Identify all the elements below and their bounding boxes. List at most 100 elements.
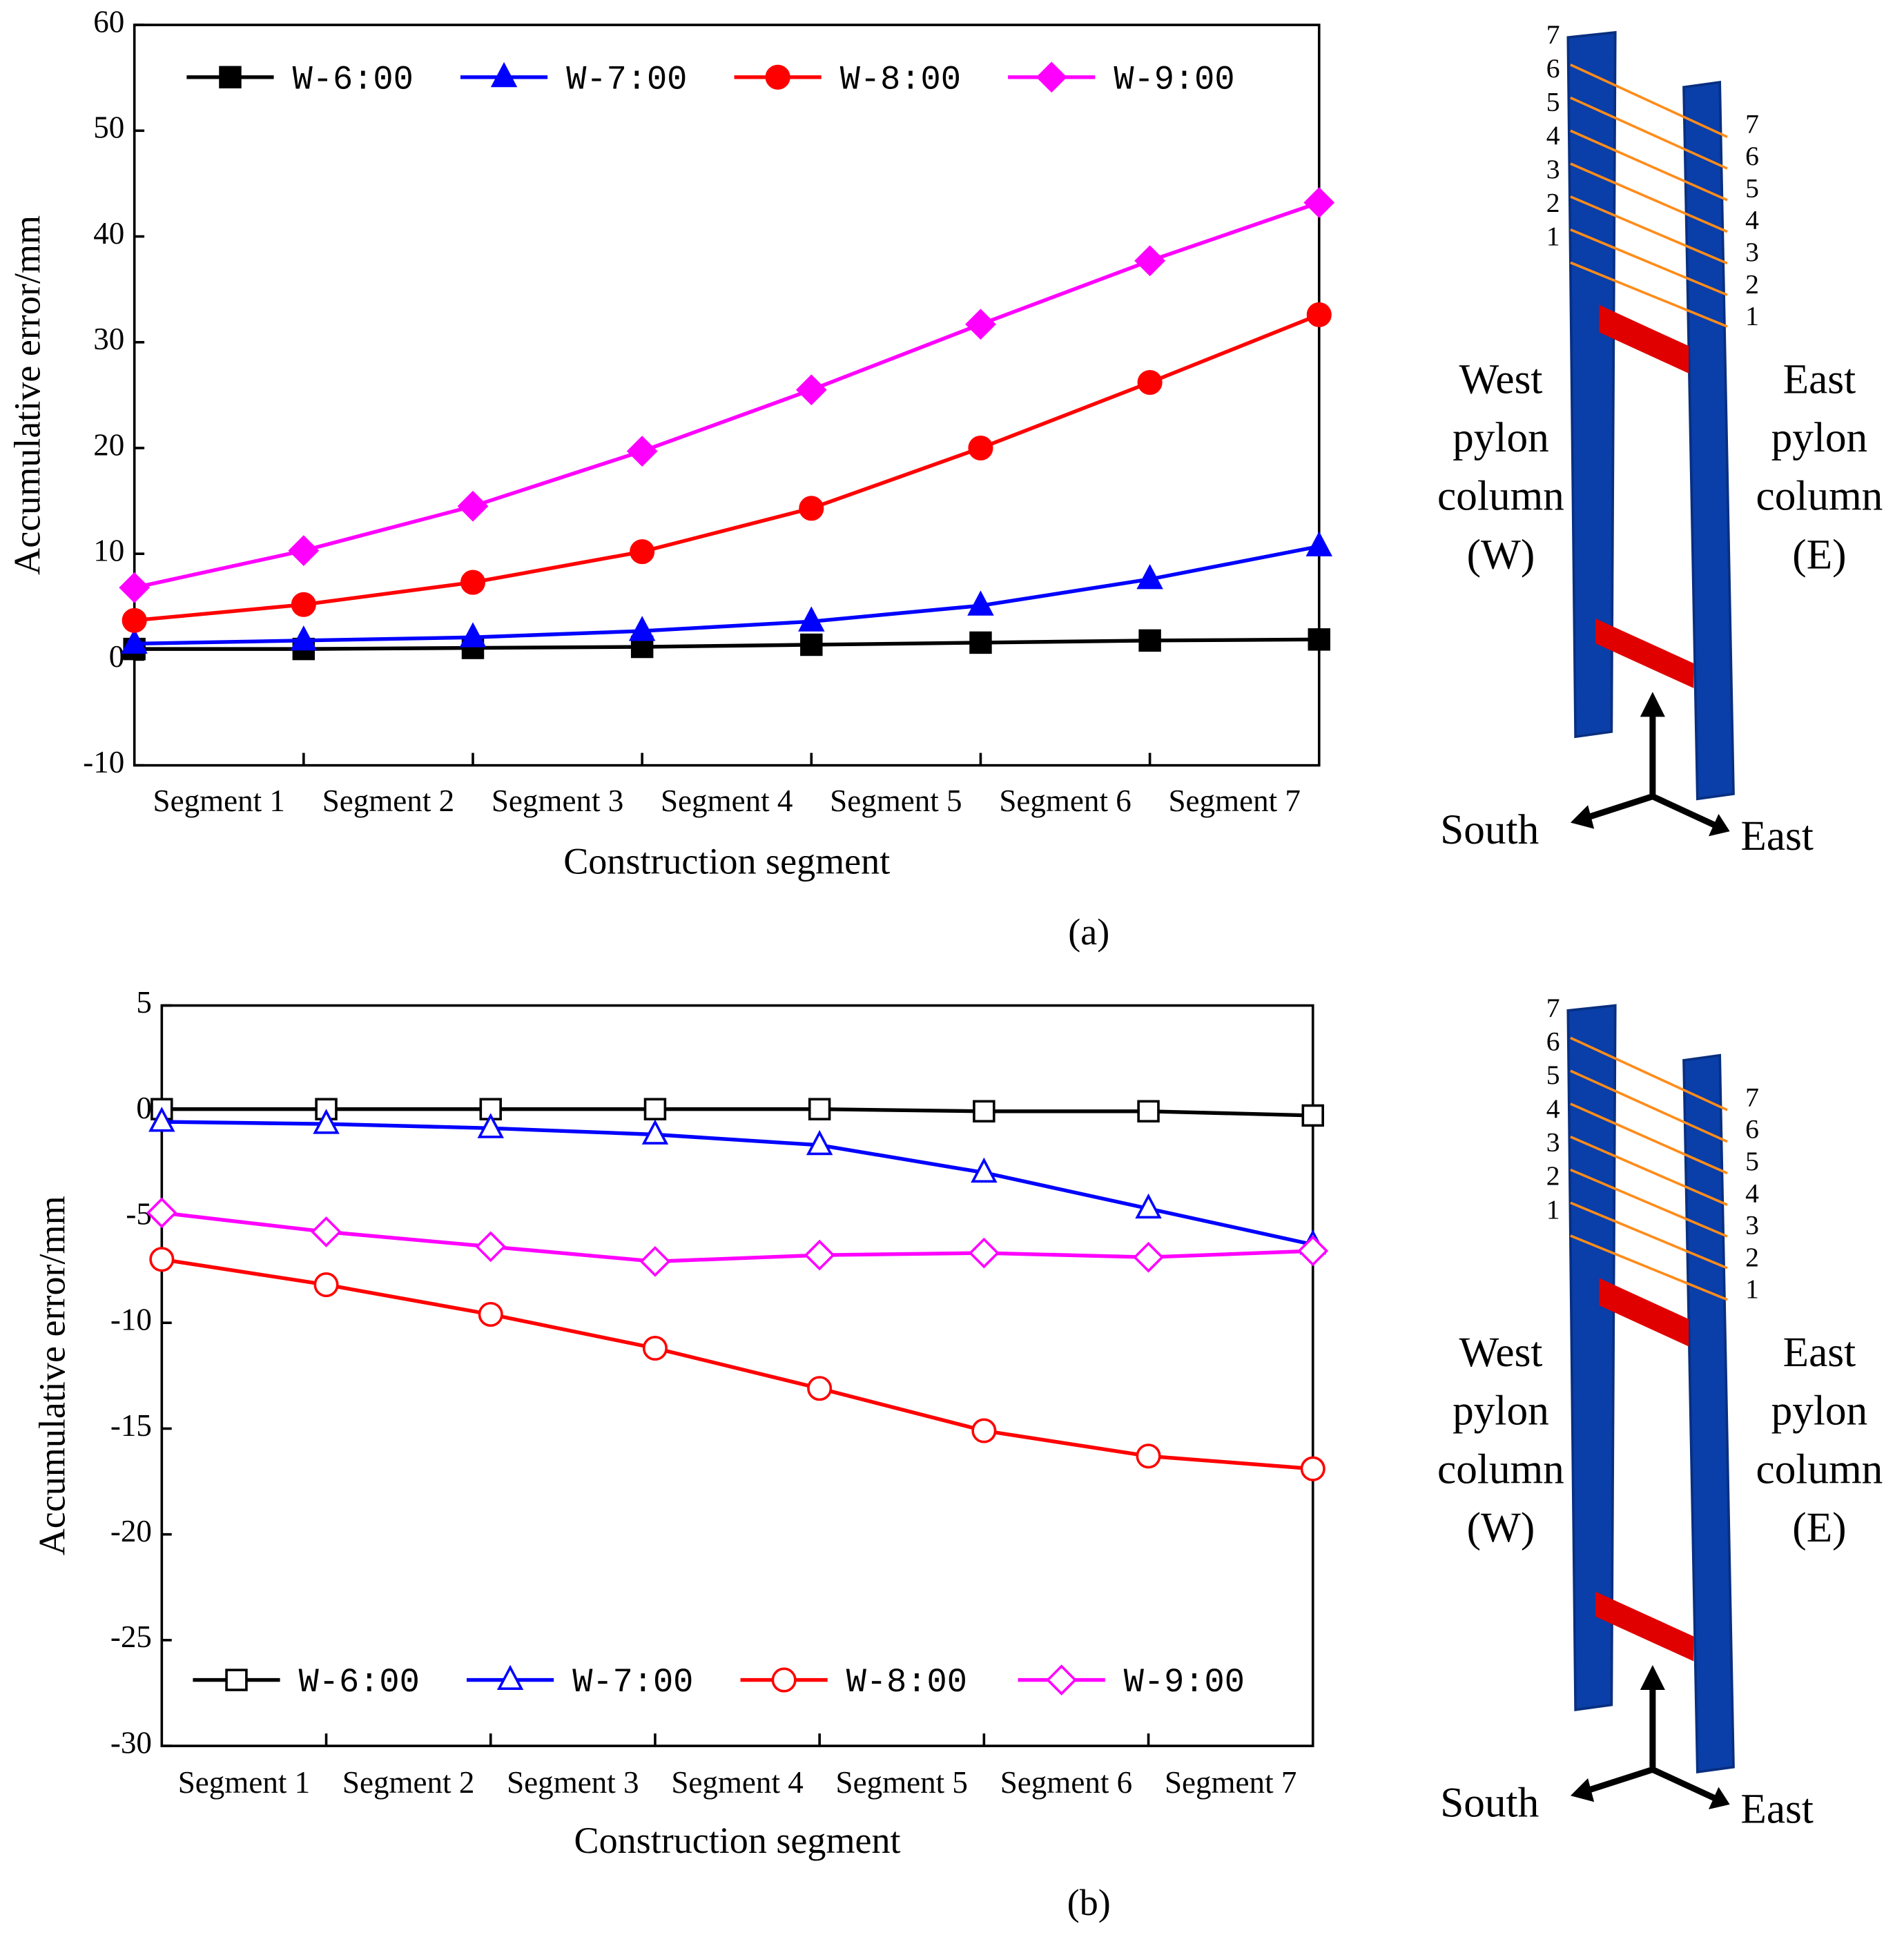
legend-label: W-9:00 xyxy=(1124,1663,1245,1702)
marker xyxy=(804,1239,835,1271)
marker xyxy=(477,1113,504,1138)
legend-marker xyxy=(1046,1664,1078,1695)
east-number: 5 xyxy=(1745,1146,1759,1176)
x-tick-label: Segment 2 xyxy=(322,784,454,818)
y-tick-label: -30 xyxy=(110,1725,152,1760)
marker xyxy=(1303,187,1335,218)
east-number: 3 xyxy=(1745,1210,1759,1241)
legend-marker xyxy=(771,1667,797,1693)
upper-beam xyxy=(1599,304,1689,373)
east-number: 4 xyxy=(1745,1178,1759,1208)
legend-marker xyxy=(219,66,242,89)
marker xyxy=(119,572,150,603)
marker xyxy=(1136,564,1163,590)
marker xyxy=(1137,369,1163,396)
east-label: East xyxy=(1783,1329,1856,1376)
legend-label: W-6:00 xyxy=(299,1663,420,1702)
east-label: column xyxy=(1756,473,1883,520)
marker xyxy=(643,1098,667,1120)
axis-east: East xyxy=(1740,813,1813,859)
legend-marker xyxy=(496,1664,524,1690)
marker xyxy=(1136,1443,1161,1469)
west-label: West xyxy=(1459,356,1542,402)
west-number: 1 xyxy=(1546,1194,1560,1225)
arrow-head xyxy=(1640,692,1665,717)
marker xyxy=(967,590,994,616)
marker xyxy=(459,622,487,648)
lower-beam xyxy=(1595,1591,1694,1662)
west-number: 2 xyxy=(1546,188,1560,218)
west-column xyxy=(1566,30,1617,739)
marker xyxy=(973,1100,995,1123)
west-number: 3 xyxy=(1546,154,1560,184)
marker xyxy=(799,496,824,521)
x-axis-title: Construction segment xyxy=(574,1820,901,1861)
series-line xyxy=(162,1107,1313,1118)
axis-south: South xyxy=(1440,806,1539,853)
legend-label: W-8:00 xyxy=(840,60,961,99)
y-tick-label: 20 xyxy=(93,427,124,462)
marker xyxy=(1305,531,1332,556)
y-tick-label: -10 xyxy=(83,745,124,779)
x-tick-label: Segment 6 xyxy=(999,784,1131,818)
east-number: 1 xyxy=(1745,301,1759,331)
arrow-head xyxy=(1708,1787,1730,1810)
x-tick-label: Segment 3 xyxy=(507,1765,639,1800)
marker xyxy=(1137,1100,1160,1123)
east-column xyxy=(1682,1053,1735,1774)
east-number: 4 xyxy=(1745,205,1759,235)
legend-label: W-9:00 xyxy=(1114,60,1234,99)
legend-label: W-6:00 xyxy=(293,60,414,99)
x-tick-label: Segment 6 xyxy=(1000,1765,1132,1800)
west-number: 5 xyxy=(1546,87,1560,117)
level-line xyxy=(1570,1102,1728,1175)
marker xyxy=(313,1272,339,1298)
legend-marker xyxy=(1036,61,1067,93)
y-tick-label: 30 xyxy=(93,322,124,356)
west-label: (W) xyxy=(1467,1504,1535,1551)
axis-south: South xyxy=(1440,1780,1539,1827)
marker xyxy=(122,607,147,633)
marker xyxy=(1300,1456,1325,1481)
west-number: 4 xyxy=(1546,120,1560,150)
legend-marker xyxy=(225,1669,248,1691)
east-label: column xyxy=(1756,1446,1883,1492)
compass xyxy=(1582,706,1719,830)
marker xyxy=(971,1418,997,1443)
east-label: East xyxy=(1783,356,1856,402)
west-number: 1 xyxy=(1546,221,1560,251)
east-number: 2 xyxy=(1745,1242,1759,1272)
y-tick-label: 0 xyxy=(136,1091,152,1125)
x-tick-label: Segment 4 xyxy=(661,784,793,818)
y-tick-label: -15 xyxy=(110,1408,152,1443)
series-line xyxy=(134,200,1320,590)
x-tick-label: Segment 5 xyxy=(830,784,962,818)
marker xyxy=(1134,245,1165,277)
marker xyxy=(457,490,489,522)
marker xyxy=(490,61,518,88)
marker xyxy=(1308,628,1330,651)
level-line xyxy=(1570,1036,1728,1111)
plot-frame xyxy=(133,23,1321,767)
west-label: column xyxy=(1437,1446,1564,1492)
east-column xyxy=(1682,80,1735,801)
marker xyxy=(1297,1235,1329,1267)
marker xyxy=(149,1247,175,1272)
marker xyxy=(795,374,827,406)
marker xyxy=(965,309,996,340)
east-label: pylon xyxy=(1771,1388,1868,1434)
plot-frame xyxy=(160,1004,1314,1747)
marker xyxy=(639,1245,671,1277)
marker xyxy=(496,1664,524,1690)
level-line xyxy=(1570,1168,1728,1238)
y-tick-label: 60 xyxy=(93,4,124,39)
west-column xyxy=(1566,1004,1617,1711)
series-line xyxy=(134,637,1319,651)
series-line xyxy=(161,1257,1313,1471)
west-number: 2 xyxy=(1546,1160,1560,1191)
series-line xyxy=(162,1211,1313,1264)
west-label: column xyxy=(1437,473,1564,520)
west-number: 7 xyxy=(1546,19,1560,50)
y-axis-title: Accumulative error/mm xyxy=(6,215,48,575)
